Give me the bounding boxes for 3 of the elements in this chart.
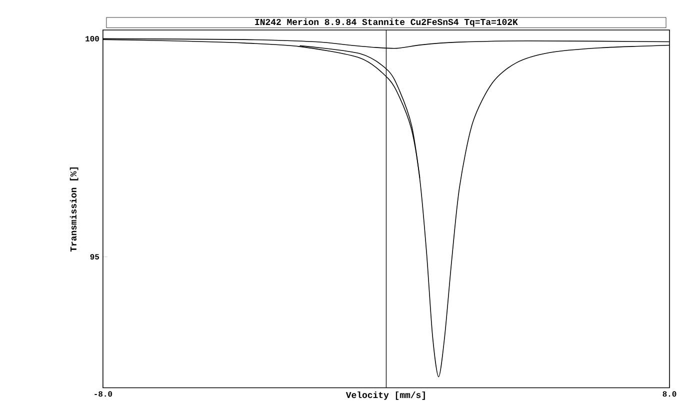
x-axis-title: Velocity [mm/s] <box>346 392 425 400</box>
y-axis-title: Transmission [%] <box>70 168 78 252</box>
chart-title: IN242 Merion 8.9.84 Stannite Cu2FeSnS4 Tq=Ta=102K <box>255 18 518 27</box>
